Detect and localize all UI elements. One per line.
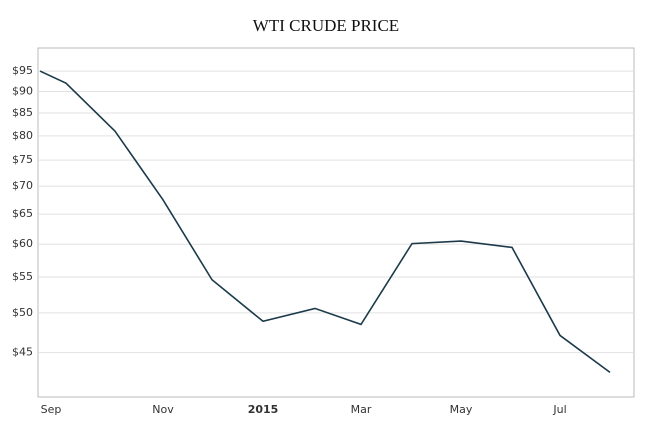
x-tick-label: Nov: [152, 403, 174, 416]
y-tick-label: $50: [12, 306, 33, 319]
y-tick-label: $70: [12, 179, 33, 192]
y-tick-label: $55: [12, 270, 33, 283]
x-tick-label: May: [450, 403, 473, 416]
y-tick-label: $60: [12, 237, 33, 250]
x-tick-label: Sep: [41, 403, 62, 416]
y-tick-label: $65: [12, 207, 33, 220]
x-tick-label: Mar: [351, 403, 372, 416]
plot-frame: [37, 47, 635, 398]
x-tick-label: 2015: [248, 403, 279, 416]
x-tick-label: Jul: [552, 403, 566, 416]
y-tick-label: $90: [12, 84, 33, 97]
line-series: [39, 70, 611, 374]
y-tick-label: $85: [12, 106, 33, 119]
y-tick-label: $75: [12, 153, 33, 166]
y-tick-label: $45: [12, 346, 33, 359]
chart-title: WTI CRUDE PRICE: [253, 16, 399, 35]
y-tick-label: $95: [12, 64, 33, 77]
y-tick-label: $80: [12, 129, 33, 142]
